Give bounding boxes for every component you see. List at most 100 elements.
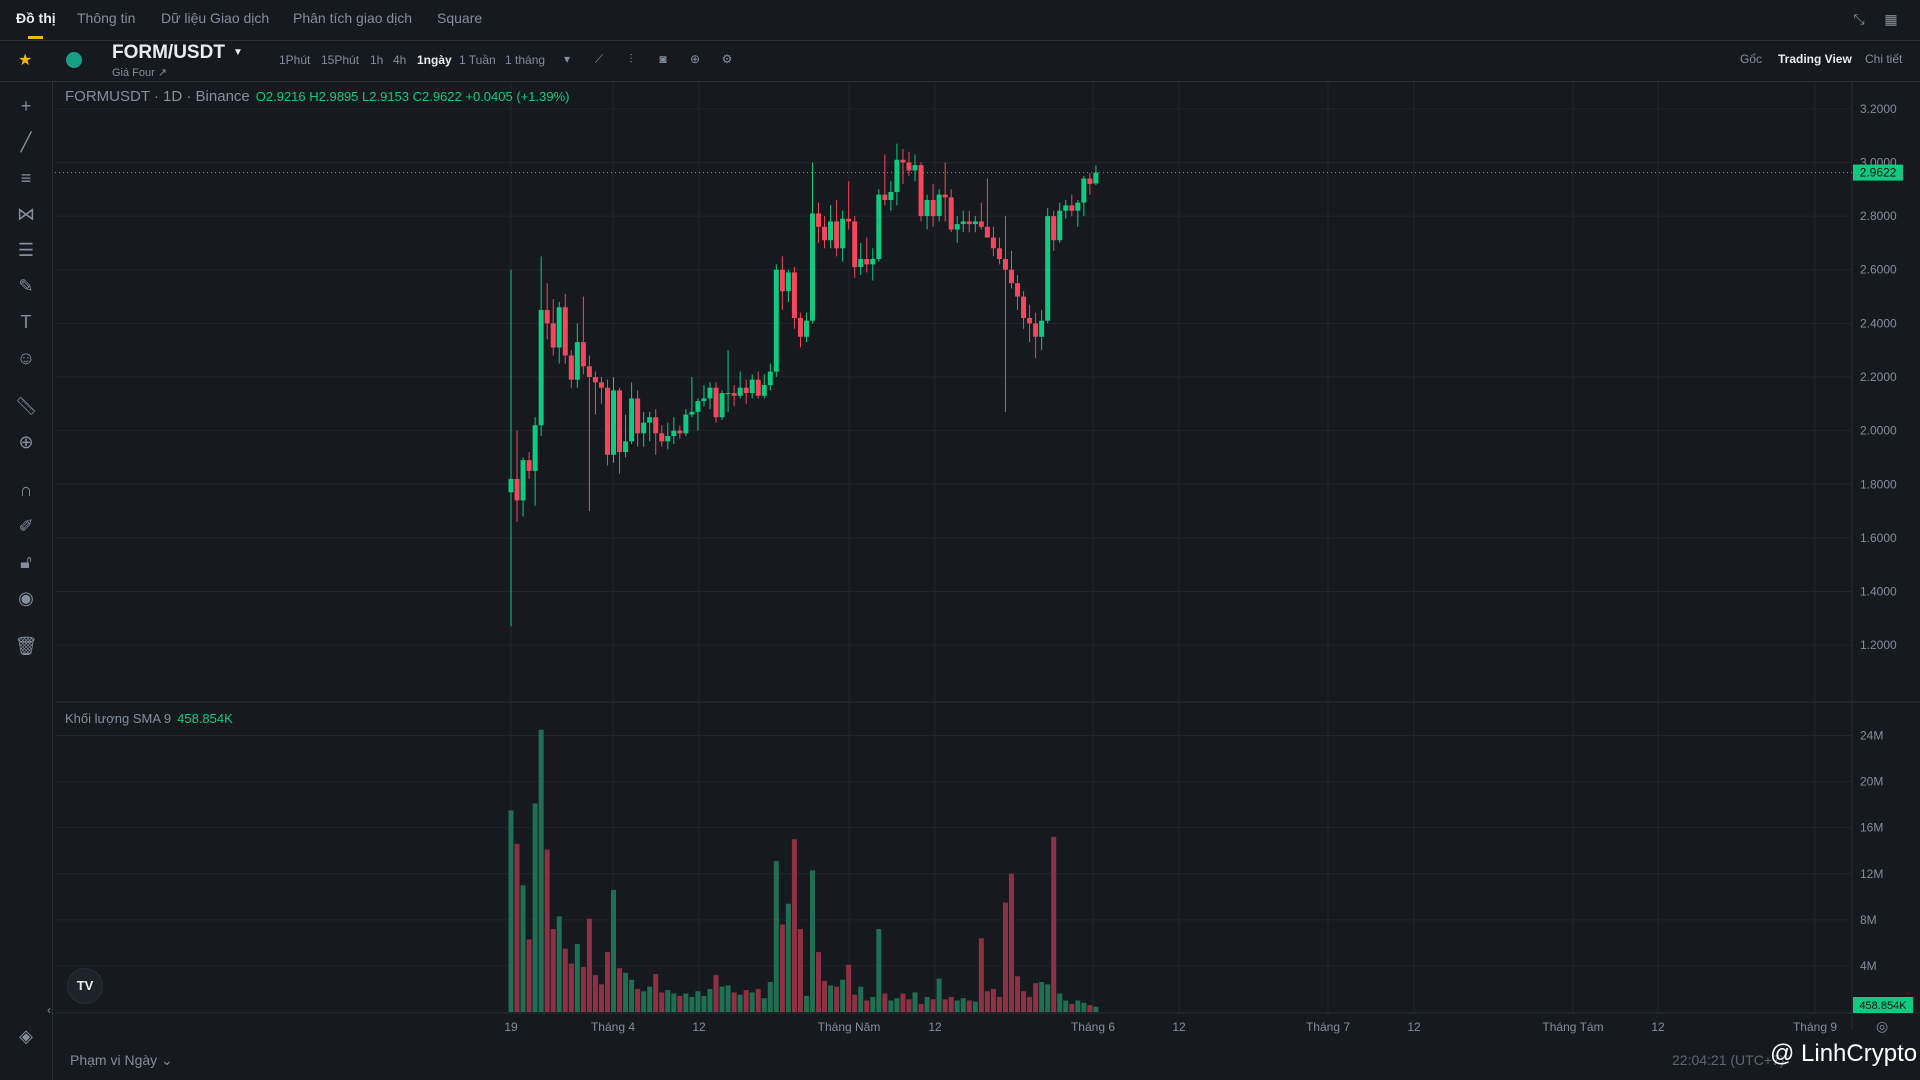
volume-bar [1002, 902, 1008, 1012]
tab-chart[interactable]: Đồ thị [16, 10, 56, 26]
candle-body [653, 417, 659, 434]
fib-levels-icon[interactable]: ☰ [17, 240, 35, 260]
volume-bar [701, 995, 707, 1012]
tab-info[interactable]: Thông tin [77, 10, 136, 26]
indicators-icon[interactable]: ⫶ [629, 52, 633, 66]
interval-1m[interactable]: 1Phút [279, 53, 311, 67]
candle-body [749, 379, 755, 394]
volume-bar [598, 984, 604, 1012]
interval-1h[interactable]: 1h [370, 53, 384, 67]
interval-more-dropdown-icon[interactable]: ▾ [563, 52, 571, 66]
interval-1w[interactable]: 1 Tuần [459, 53, 496, 67]
emoji-icon[interactable]: ☺ [16, 348, 36, 368]
tradingview-logo[interactable]: TV [67, 968, 103, 1004]
candle-body [592, 377, 598, 383]
tab-trading-data[interactable]: Dữ liệu Giao dịch [161, 10, 270, 26]
candle-body [1002, 259, 1008, 270]
pattern-icon[interactable]: ⋈ [17, 204, 35, 224]
volume-bar [942, 999, 948, 1012]
candle-body [761, 385, 767, 396]
interval-15m[interactable]: 15Phút [321, 53, 360, 67]
candle-body [864, 259, 870, 265]
view-original[interactable]: Gốc [1740, 52, 1763, 66]
volume-bar [816, 952, 822, 1012]
candle-body [556, 307, 562, 348]
layout-grid-icon[interactable]: ▦ [1884, 11, 1898, 27]
trash-icon[interactable]: 🗑︎ [14, 636, 38, 656]
magnet-icon[interactable]: ∩ [19, 480, 33, 500]
volume-bar [990, 988, 996, 1012]
candle-body [822, 226, 828, 241]
volume-bar [918, 1003, 924, 1012]
chart-type-icon[interactable]: ⟋ [594, 52, 604, 66]
zoom-in-icon[interactable]: ⊕ [18, 432, 34, 452]
candle-body [568, 355, 574, 380]
interval-1mo[interactable]: 1 tháng [505, 53, 546, 67]
layers-icon[interactable]: ◈ [19, 1026, 33, 1046]
candle-body [810, 213, 815, 321]
symbol-dropdown-icon[interactable]: ▼ [233, 47, 243, 58]
minimize-icon[interactable]: ⤡ [1853, 11, 1865, 27]
ruler-icon[interactable]: 📏︎ [14, 396, 38, 416]
candle-body [604, 387, 610, 455]
time-axis-label: 12 [1651, 1020, 1665, 1034]
symbol-pair[interactable]: FORM/USDT [112, 42, 225, 63]
brush-icon[interactable]: ✎ [18, 276, 34, 296]
candle-body [755, 379, 761, 396]
add-icon[interactable]: ⊕ [689, 52, 701, 66]
trend-line-icon[interactable]: ╱ [20, 132, 32, 152]
interval-4h[interactable]: 4h [393, 53, 407, 67]
collapse-toolbar-icon[interactable]: ‹ [47, 1003, 51, 1017]
volume-bar [574, 944, 580, 1012]
time-axis-settings-icon[interactable]: ◎ [1876, 1018, 1889, 1034]
tab-square[interactable]: Square [437, 10, 483, 26]
volume-bar [689, 997, 695, 1012]
view-depth[interactable]: Chi tiết [1865, 52, 1903, 66]
volume-bar [984, 991, 990, 1012]
volume-bar [659, 992, 665, 1012]
candle-body [725, 393, 731, 395]
candle-body [816, 213, 822, 227]
text-tool-icon[interactable]: T [20, 312, 32, 332]
volume-bar [779, 924, 785, 1012]
price-axis-label: 2.2000 [1860, 370, 1897, 384]
candle-body [785, 272, 791, 292]
date-range-dropdown[interactable]: Phạm vi Ngày ⌄ [70, 1052, 173, 1068]
candle-body [942, 194, 948, 198]
volume-bar [647, 986, 653, 1012]
candle-body [713, 387, 719, 418]
camera-icon[interactable]: ◙ [659, 52, 667, 66]
lock-drawing-icon[interactable]: ✐ [18, 516, 34, 536]
volume-bar [1093, 1006, 1099, 1012]
volume-bar [936, 978, 942, 1012]
price-axis-label: 1.6000 [1860, 531, 1897, 545]
time-axis-label: Tháng 6 [1071, 1020, 1115, 1034]
candle-body [870, 259, 876, 265]
settings-gear-icon[interactable]: ⚙ [721, 52, 733, 66]
symbol-subtitle-link[interactable]: Giá Four ↗ [112, 67, 168, 79]
volume-bar [797, 929, 803, 1012]
volume-bar [870, 997, 876, 1012]
volume-bar [767, 982, 773, 1012]
candle-body [912, 165, 918, 171]
eye-icon[interactable]: ◉ [18, 588, 34, 608]
favorite-star-icon[interactable]: ★ [18, 52, 33, 69]
crosshair-icon[interactable]: + [20, 96, 32, 116]
volume-bar [1045, 984, 1051, 1012]
volume-legend-value: 458.854K [177, 711, 233, 726]
candle-body [1081, 178, 1087, 203]
volume-bar [900, 993, 906, 1012]
tab-trade-analysis[interactable]: Phân tích giao dịch [293, 10, 413, 26]
horizontal-lines-icon[interactable]: ≡ [20, 168, 32, 188]
volume-bar [761, 998, 767, 1012]
candle-body [1033, 323, 1039, 337]
volume-bar [568, 963, 574, 1012]
volume-bar [520, 885, 526, 1012]
view-tradingview[interactable]: Trading View [1778, 52, 1852, 66]
interval-1d[interactable]: 1ngày [417, 53, 452, 67]
lock-icon[interactable]: 🔓︎ [20, 552, 32, 572]
volume-bar [1087, 1005, 1093, 1012]
top-tab-bar: Đồ thị Thông tin Dữ liệu Giao dịch Phân … [0, 0, 1920, 41]
volume-bar [960, 998, 966, 1012]
